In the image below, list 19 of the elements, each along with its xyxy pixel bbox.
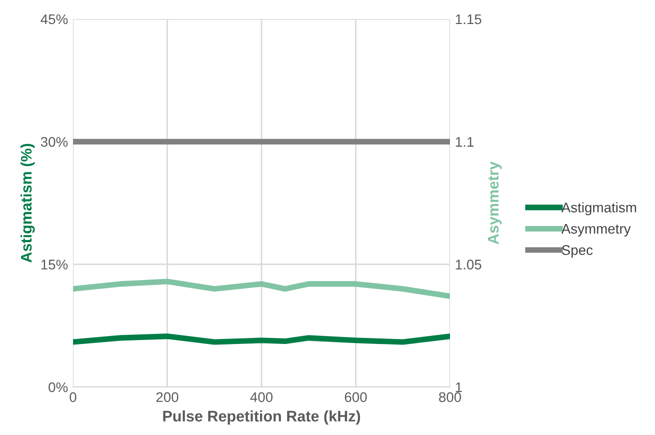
y2-tick-label: 1.15 (456, 14, 482, 24)
legend-label: Spec (562, 245, 593, 258)
y2-axis-title: Asymmetry (488, 161, 502, 244)
legend-label: Astigmatism (561, 202, 636, 216)
x-tick-label: 600 (344, 392, 367, 402)
x-tick-label: 0 (70, 392, 76, 402)
y-axis-title: Astigmatism (%) (20, 144, 35, 262)
y-tick-label: 45% (40, 14, 68, 24)
y2-tick-label: 1.05 (456, 260, 482, 270)
y-tick-label: 0% (48, 382, 68, 392)
legend-label: Asymmetry (561, 224, 631, 236)
x-axis-title: Pulse Repetition Rate (kHz) (163, 410, 360, 425)
x-tick-label: 400 (250, 392, 273, 402)
y-tick-label: 15% (41, 260, 68, 270)
y2-tick-label: 1.1 (456, 137, 474, 147)
y-tick-label: 30% (40, 137, 68, 147)
y2-tick-label: 1 (456, 382, 462, 392)
x-tick-label: 800 (439, 392, 462, 402)
x-tick-label: 200 (156, 392, 178, 402)
